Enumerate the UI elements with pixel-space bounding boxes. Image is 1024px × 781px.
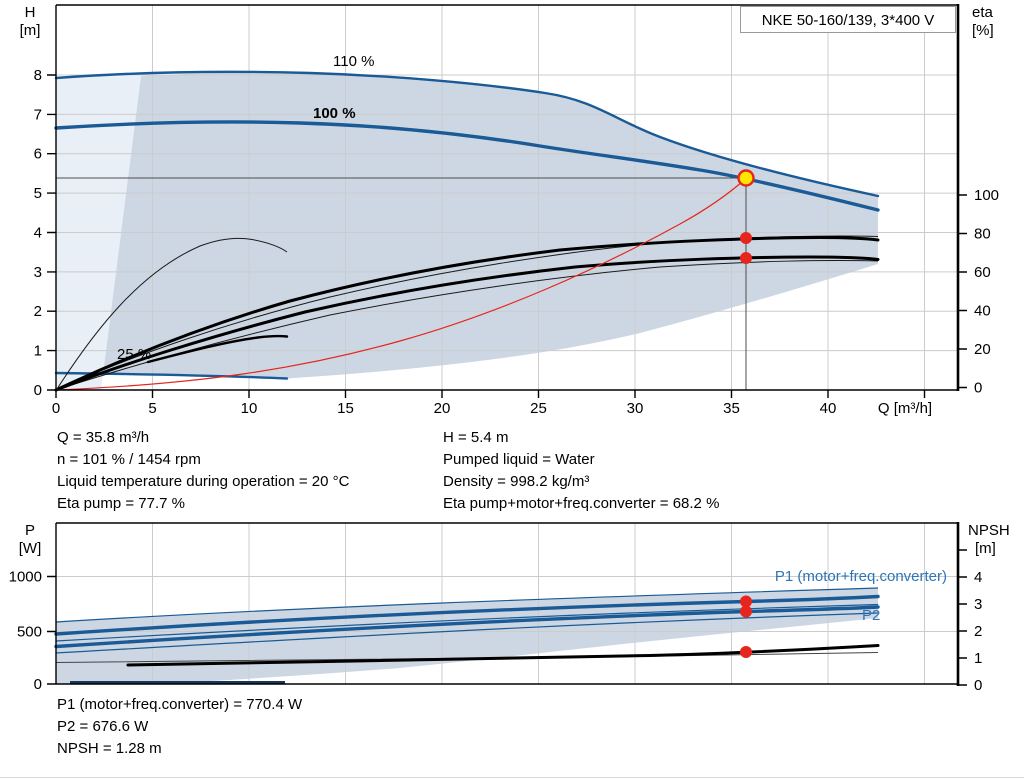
svg-text:40: 40 (974, 303, 991, 320)
info-line: Eta pump+motor+freq.converter = 68.2 % (443, 495, 720, 512)
bottom-divider (0, 777, 1024, 778)
svg-text:8: 8 (34, 67, 42, 84)
info-line: Q = 35.8 m³/h (57, 429, 150, 446)
svg-text:60: 60 (974, 264, 991, 281)
info-line: Eta pump = 77.7 % (57, 495, 185, 512)
svg-text:0: 0 (974, 677, 982, 694)
svg-text:500: 500 (17, 624, 42, 641)
label-110pct: 110 % (333, 53, 374, 70)
svg-text:0: 0 (34, 382, 42, 399)
envelope-fill-dark (103, 73, 878, 379)
svg-text:40: 40 (820, 400, 837, 417)
eta-axis-unit: [%] (972, 22, 994, 39)
results-panel: P1 (motor+freq.converter) = 770.4 W P2 =… (57, 694, 302, 760)
power-axes (47, 522, 967, 686)
svg-text:30: 30 (627, 400, 644, 417)
pump-title-box (740, 6, 956, 33)
npsh-axis-title: NPSH (968, 522, 1010, 539)
p-axis-unit: [W] (19, 540, 42, 557)
p1-curve (54, 594, 880, 636)
svg-text:1: 1 (974, 650, 982, 667)
duty-info-left: Q = 35.8 m³/h n = 101 % / 1454 rpm Liqui… (57, 427, 349, 515)
eta-pump-point[interactable] (740, 232, 752, 244)
svg-text:5: 5 (148, 400, 156, 417)
h-axis-unit: [m] (20, 22, 41, 39)
svg-text:5: 5 (34, 185, 42, 202)
info-line: Liquid temperature during operation = 20… (57, 473, 350, 490)
p-axis-title: P (25, 522, 35, 539)
info-line: Pumped liquid = Water (443, 451, 595, 468)
eta-25pct-curve (146, 334, 289, 364)
svg-text:3: 3 (34, 264, 42, 281)
svg-text:25: 25 (530, 400, 547, 417)
p1-curve-label: P1 (motor+freq.converter) (775, 568, 947, 585)
svg-text:0: 0 (52, 400, 60, 417)
svg-text:2: 2 (34, 303, 42, 320)
npsh-tick-labels: 0 1 2 3 4 (974, 569, 982, 694)
result-line: P2 = 676.6 W (57, 718, 149, 735)
eta-total-curve (54, 255, 880, 392)
h-axis-title: H (25, 4, 36, 21)
eta-25pct-arc (56, 237, 288, 390)
eta-axis-title: eta (972, 4, 994, 21)
qh-chart: 110 % 100 % 25 % 0 1 2 3 4 5 6 7 8 0 (20, 4, 999, 417)
svg-text:4: 4 (34, 225, 42, 242)
svg-text:3: 3 (974, 596, 982, 613)
label-25pct: 25 % (117, 346, 151, 363)
curve-110pct (54, 70, 880, 198)
svg-text:4: 4 (974, 569, 982, 586)
gridlines (56, 5, 958, 390)
svg-text:35: 35 (723, 400, 740, 417)
p2-point[interactable] (740, 605, 752, 618)
svg-text:1000: 1000 (9, 569, 42, 586)
result-line: P1 (motor+freq.converter) = 770.4 W (57, 696, 303, 713)
svg-text:10: 10 (241, 400, 258, 417)
result-line: NPSH = 1.28 m (57, 740, 162, 757)
p2-curve (54, 605, 880, 649)
p-tick-labels: 0 500 1000 (9, 569, 42, 694)
svg-text:15: 15 (337, 400, 354, 417)
curve-25pct (54, 371, 289, 380)
label-100pct: 100 % (313, 105, 356, 122)
p1-point[interactable] (740, 595, 752, 608)
svg-text:20: 20 (974, 341, 991, 358)
q-axis-unit: Q [m³/h] (878, 400, 932, 417)
q-tick-labels: 0 5 10 15 20 25 30 35 40 Q [m³/h] (52, 400, 932, 417)
h-tick-labels: 0 1 2 3 4 5 6 7 8 (34, 67, 42, 399)
power-npsh-chart: P1 (motor+freq.converter) P2 0 500 1000 … (9, 522, 1010, 694)
duty-point-marker[interactable] (737, 169, 755, 187)
eta-pump-curve (54, 235, 880, 392)
p1-max-curve (55, 587, 879, 623)
system-curve (55, 178, 747, 391)
eta-total-point[interactable] (740, 252, 752, 264)
info-line: n = 101 % / 1454 rpm (57, 451, 201, 468)
svg-text:20: 20 (434, 400, 451, 417)
eta-tick-labels: 0 20 40 60 80 100 (974, 187, 999, 397)
svg-text:0: 0 (974, 380, 982, 397)
qh-axes (47, 4, 967, 398)
svg-text:2: 2 (974, 623, 982, 640)
svg-text:7: 7 (34, 106, 42, 123)
p2-curve-label: P2 (862, 607, 880, 624)
npsh-point[interactable] (740, 646, 752, 658)
p2-min-curve (55, 612, 879, 654)
info-line: Density = 998.2 kg/m³ (443, 473, 590, 490)
info-line: H = 5.4 m (443, 429, 509, 446)
npsh-curve (126, 644, 880, 667)
svg-text:1: 1 (34, 343, 42, 360)
pump-title: NKE 50-160/139, 3*400 V (762, 12, 935, 29)
duty-info-right: H = 5.4 m Pumped liquid = Water Density … (443, 427, 719, 515)
npsh-axis-unit: [m] (975, 540, 996, 557)
svg-text:80: 80 (974, 226, 991, 243)
svg-text:100: 100 (974, 187, 999, 204)
svg-text:0: 0 (34, 676, 42, 693)
svg-text:6: 6 (34, 146, 42, 163)
